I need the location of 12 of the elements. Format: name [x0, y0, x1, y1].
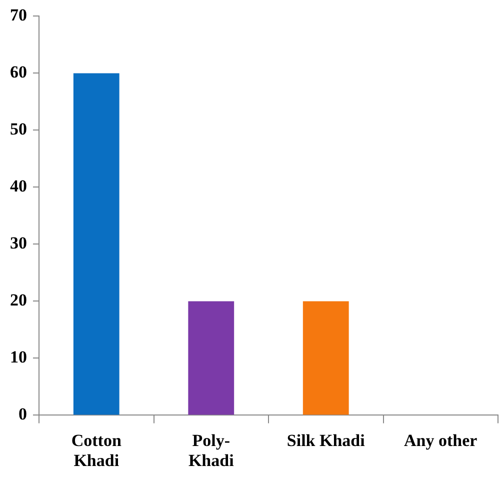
- y-tick-label: 40: [10, 176, 27, 196]
- y-tick-label: 30: [10, 234, 27, 253]
- x-tick-label: Any other: [404, 430, 478, 450]
- x-tick-label: Cotton Khadi: [71, 430, 122, 470]
- y-tick-label: 10: [10, 348, 27, 367]
- x-tick-label: Poly- Khadi: [188, 430, 234, 470]
- y-tick-label: 20: [10, 290, 27, 310]
- y-tick-label: 60: [10, 62, 27, 82]
- y-tick-label: 50: [10, 120, 27, 139]
- x-tick-label: Silk Khadi: [286, 430, 366, 450]
- y-tick-label: 0: [18, 404, 27, 424]
- y-tick-label: 70: [10, 6, 27, 25]
